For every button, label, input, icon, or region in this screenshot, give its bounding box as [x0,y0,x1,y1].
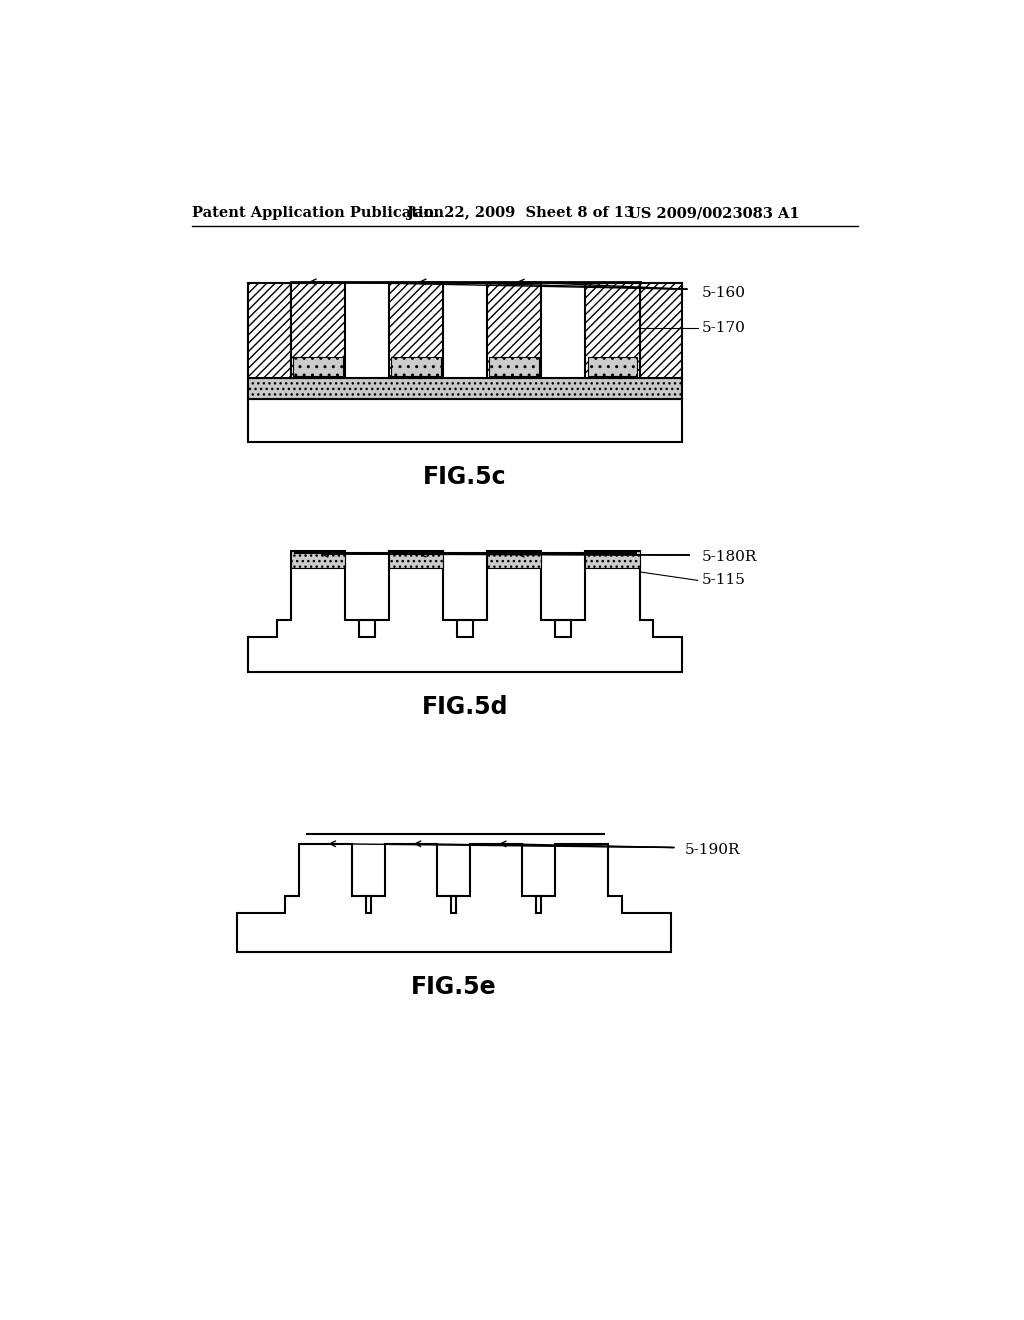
Bar [588,358,637,376]
Bar [248,400,682,442]
Text: FIG.5e: FIG.5e [411,974,497,999]
Bar [291,552,345,568]
Text: FIG.5d: FIG.5d [422,696,508,719]
Text: Patent Application Publication: Patent Application Publication [191,206,443,220]
Text: 5-190R: 5-190R [684,843,740,857]
Bar [487,552,542,568]
Text: US 2009/0023083 A1: US 2009/0023083 A1 [628,206,800,220]
Bar [293,358,343,376]
Text: 5-115: 5-115 [701,573,745,587]
Text: 5-160: 5-160 [701,286,745,300]
Bar [248,284,291,378]
Text: FIG.5c: FIG.5c [423,465,507,488]
Bar [489,358,539,376]
Bar [586,552,640,568]
Bar [389,284,443,378]
Bar [248,378,682,400]
Text: 5-170: 5-170 [701,321,745,335]
Text: 5-180R: 5-180R [701,550,757,564]
Bar [391,358,441,376]
Polygon shape [248,552,682,672]
Bar [487,284,542,378]
Bar [640,284,682,378]
Polygon shape [237,843,671,952]
Bar [389,552,443,568]
Bar [291,284,345,378]
Text: Jan. 22, 2009  Sheet 8 of 13: Jan. 22, 2009 Sheet 8 of 13 [407,206,634,220]
Bar [586,284,640,378]
